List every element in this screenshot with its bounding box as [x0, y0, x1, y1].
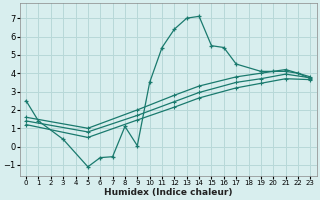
X-axis label: Humidex (Indice chaleur): Humidex (Indice chaleur)	[104, 188, 232, 197]
